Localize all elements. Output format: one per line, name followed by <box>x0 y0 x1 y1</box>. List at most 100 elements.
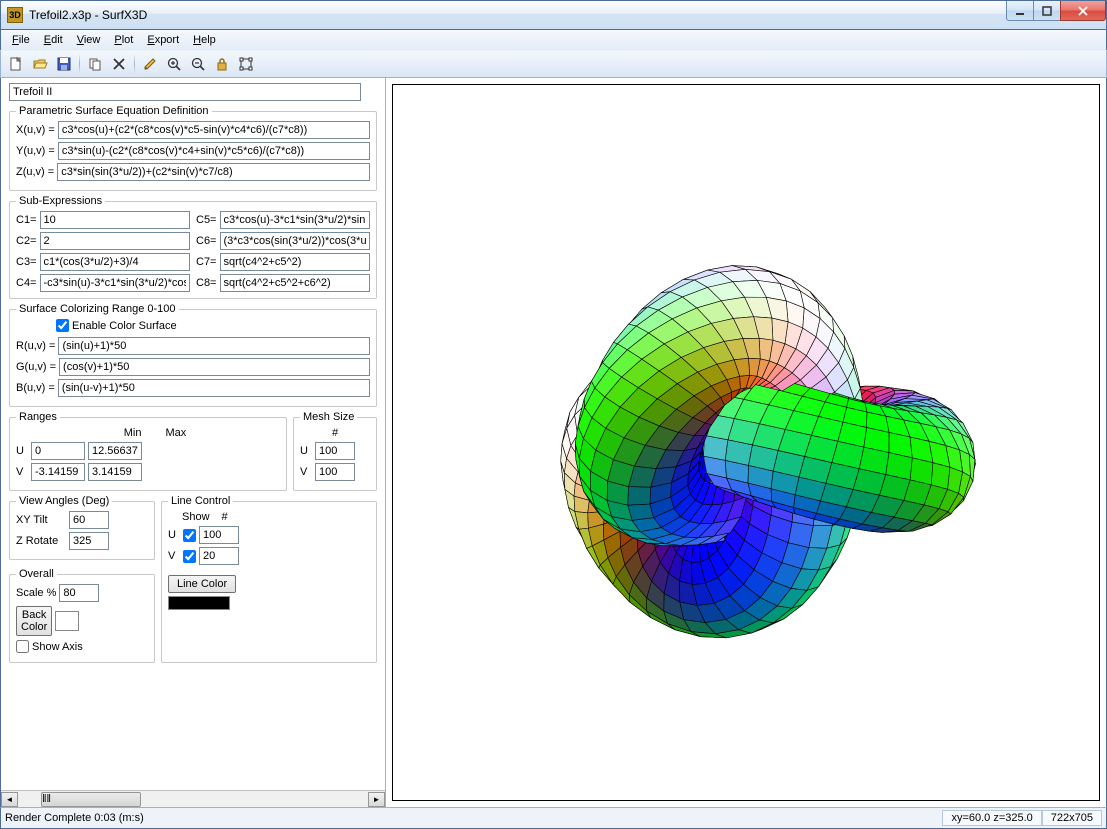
scroll-left-icon[interactable]: ◄ <box>1 792 18 807</box>
c2-input[interactable] <box>40 232 191 250</box>
z-rotate-label: Z Rotate <box>16 535 66 547</box>
c5-input[interactable] <box>220 211 371 229</box>
menu-bar: File Edit View Plot Export Help <box>0 30 1107 50</box>
v-min-input[interactable] <box>31 463 85 481</box>
g-color-input[interactable] <box>59 358 370 376</box>
z-label: Z(u,v) = <box>16 166 54 178</box>
x-label: X(u,v) = <box>16 124 55 136</box>
scale-label: Scale % <box>16 587 56 599</box>
line-v-checkbox[interactable] <box>183 550 196 563</box>
menu-help[interactable]: Help <box>186 32 223 48</box>
xy-tilt-input[interactable] <box>69 511 109 529</box>
equation-group: Parametric Surface Equation Definition X… <box>9 105 377 191</box>
g-label: G(u,v) = <box>16 361 56 373</box>
trefoil-render <box>393 85 1099 800</box>
window-close-button[interactable] <box>1060 1 1106 21</box>
left-scrollbar[interactable]: ◄ ǁǁ ► <box>1 790 385 807</box>
subexpr-group: Sub-Expressions C1= C2= C3= C4= C5= C6= … <box>9 195 377 299</box>
back-color-swatch[interactable] <box>55 611 79 631</box>
left-panel: Parametric Surface Equation Definition X… <box>1 78 385 807</box>
z-equation-input[interactable] <box>57 163 370 181</box>
scale-input[interactable] <box>59 584 99 602</box>
c2-label: C2= <box>16 235 37 247</box>
open-icon[interactable] <box>29 53 51 75</box>
zoom-out-icon[interactable] <box>187 53 209 75</box>
max-header: Max <box>165 427 186 439</box>
menu-export[interactable]: Export <box>140 32 186 48</box>
new-icon[interactable] <box>5 53 27 75</box>
line-color-button[interactable]: Line Color <box>168 575 236 593</box>
surface-name-input[interactable] <box>9 83 361 101</box>
b-label: B(u,v) = <box>16 382 55 394</box>
color-group: Surface Colorizing Range 0-100 Enable Co… <box>9 303 377 407</box>
zoom-in-icon[interactable] <box>163 53 185 75</box>
b-color-input[interactable] <box>58 379 370 397</box>
show-axis-label: Show Axis <box>32 641 83 653</box>
status-text: Render Complete 0:03 (m:s) <box>5 812 144 824</box>
u-min-input[interactable] <box>31 442 85 460</box>
menu-view[interactable]: View <box>70 32 108 48</box>
3d-viewport[interactable] <box>392 84 1100 801</box>
mesh-hash: # <box>332 427 338 439</box>
subexpr-legend: Sub-Expressions <box>16 195 105 207</box>
menu-edit[interactable]: Edit <box>37 32 70 48</box>
save-icon[interactable] <box>53 53 75 75</box>
line-u-input[interactable] <box>199 526 239 544</box>
window-maximize-button[interactable] <box>1033 1 1061 21</box>
lock-icon[interactable] <box>211 53 233 75</box>
delete-icon[interactable] <box>108 53 130 75</box>
menu-file[interactable]: File <box>5 32 37 48</box>
menu-plot[interactable]: Plot <box>107 32 140 48</box>
u-max-input[interactable] <box>88 442 142 460</box>
c6-input[interactable] <box>220 232 371 250</box>
ranges-group: Ranges MinMax U V <box>9 411 287 491</box>
mesh-u-input[interactable] <box>315 442 355 460</box>
line-hash-header: # <box>222 511 228 523</box>
line-color-swatch[interactable] <box>168 596 230 610</box>
equation-legend: Parametric Surface Equation Definition <box>16 105 212 117</box>
c7-input[interactable] <box>220 253 371 271</box>
y-label: Y(u,v) = <box>16 145 55 157</box>
r-color-input[interactable] <box>58 337 370 355</box>
line-u-checkbox[interactable] <box>183 529 196 542</box>
xy-tilt-label: XY Tilt <box>16 514 66 526</box>
app-icon: 3D <box>7 7 23 23</box>
x-equation-input[interactable] <box>58 121 370 139</box>
v-max-input[interactable] <box>88 463 142 481</box>
z-rotate-input[interactable] <box>69 532 109 550</box>
c4-input[interactable] <box>40 274 191 292</box>
window-minimize-button[interactable] <box>1006 1 1034 21</box>
view-group: View Angles (Deg) XY Tilt Z Rotate <box>9 495 155 560</box>
c3-label: C3= <box>16 256 37 268</box>
status-coords: xy=60.0 z=325.0 <box>942 810 1041 826</box>
mesh-v-label: V <box>300 466 312 478</box>
status-bar: Render Complete 0:03 (m:s) xy=60.0 z=325… <box>0 807 1107 829</box>
c1-input[interactable] <box>40 211 191 229</box>
line-v-input[interactable] <box>199 547 239 565</box>
c1-label: C1= <box>16 214 37 226</box>
y-equation-input[interactable] <box>58 142 370 160</box>
c6-label: C6= <box>196 235 217 247</box>
scroll-thumb[interactable]: ǁǁ <box>41 792 141 807</box>
c8-input[interactable] <box>220 274 371 292</box>
back-color-button[interactable]: Back Color <box>16 606 52 636</box>
line-show-header: Show <box>182 511 210 523</box>
status-dims: 722x705 <box>1042 810 1102 826</box>
copy-icon[interactable] <box>84 53 106 75</box>
mesh-legend: Mesh Size <box>300 411 357 423</box>
viewport-panel <box>385 78 1106 807</box>
line-control-group: Line Control Show# U V Line Color <box>161 495 377 663</box>
show-axis-checkbox[interactable] <box>16 640 29 653</box>
c3-input[interactable] <box>40 253 191 271</box>
ranges-legend: Ranges <box>16 411 60 423</box>
enable-color-checkbox[interactable] <box>56 319 69 332</box>
ranges-u-label: U <box>16 445 28 457</box>
scroll-right-icon[interactable]: ► <box>368 792 385 807</box>
bounds-icon[interactable] <box>235 53 257 75</box>
overall-group: Overall Scale % Back Color Show Axis <box>9 568 155 663</box>
pencil-icon[interactable] <box>139 53 161 75</box>
c8-label: C8= <box>196 277 217 289</box>
mesh-u-label: U <box>300 445 312 457</box>
r-label: R(u,v) = <box>16 340 55 352</box>
mesh-v-input[interactable] <box>315 463 355 481</box>
